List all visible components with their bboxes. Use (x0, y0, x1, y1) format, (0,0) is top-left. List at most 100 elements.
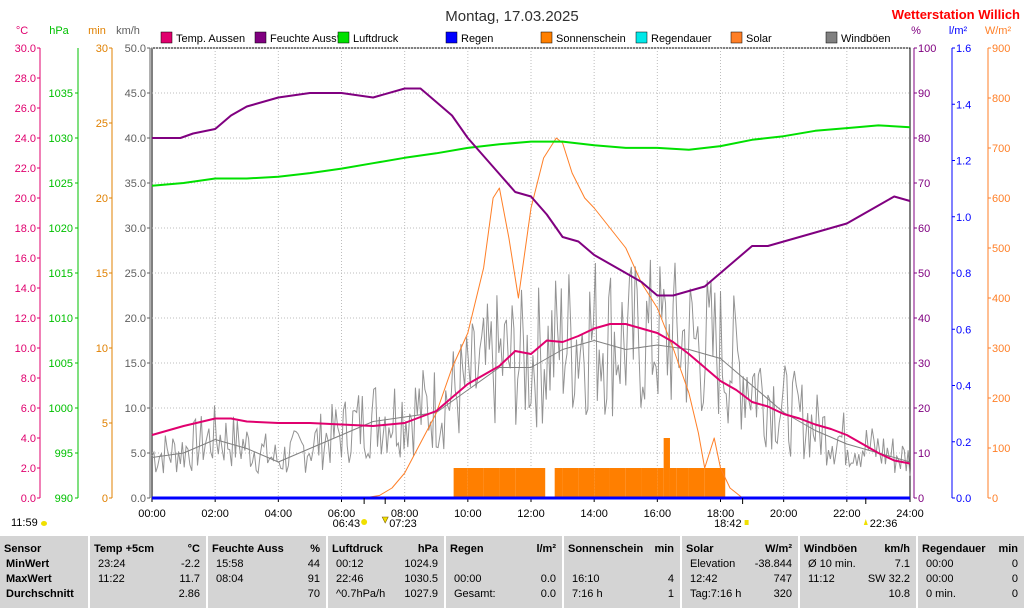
table-cell-value: 1024.9 (404, 558, 438, 570)
speed-tick-label: 30.0 (125, 223, 146, 235)
temp-tick-label: 28.0 (15, 73, 36, 85)
table-cell-value: 0 (1011, 558, 1018, 570)
speed-tick-label: 20.0 (125, 313, 146, 325)
solar-tick-label: 500 (992, 243, 1010, 255)
pressure-tick-label: 995 (55, 448, 73, 460)
sunshine-bar (562, 468, 579, 498)
pressure-tick-label: 1030 (49, 133, 73, 145)
table-unit: °C (187, 543, 200, 555)
temp-tick-label: 14.0 (15, 283, 36, 295)
solar-tick-label: 400 (992, 293, 1010, 305)
table-cell-value: 0.0 (540, 588, 556, 600)
table-col-4: Regen l/m² 00:00 0.0 Gesamt: 0.0 (444, 536, 562, 608)
table-cell-label: 08:04 (216, 573, 244, 585)
minutes-tick-label: 15 (96, 268, 108, 280)
legend-label: Windböen (841, 33, 891, 45)
sunrise-arrow-icon (381, 516, 389, 524)
table-cell-label: Elevation (690, 558, 736, 570)
time-tick-label: 20:00 (770, 508, 798, 520)
pressure-unit: hPa (49, 25, 69, 37)
time-markers: 06:43 07:23 18:42 22:36 (333, 498, 898, 530)
time-tick-label: 22:00 (833, 508, 861, 520)
sunshine-bar (641, 468, 658, 498)
moon-rise-time: 22:36 (870, 518, 898, 530)
rainrate-tick-label: 0.4 (956, 381, 971, 393)
table-cell-label: 7:16 h (572, 588, 603, 600)
legend-label: Luftdruck (353, 33, 399, 45)
time-tick-label: 16:00 (644, 508, 672, 520)
moon-set-time: 11:59 (11, 517, 38, 529)
sunshine-bar (499, 468, 516, 498)
table-header: Sensor (4, 543, 42, 555)
temp-tick-label: 8.0 (21, 373, 36, 385)
table-col-8: Regendauer min 00:00 0 00:00 0 0 min. 0 (916, 536, 1024, 608)
table-cell-label: MaxWert (6, 573, 52, 585)
legend: Temp. Aussen Feuchte Auss* Luftdruck Regen S… (160, 31, 891, 45)
humidity-tick-label: 100 (918, 43, 936, 55)
legend-label: Feuchte Auss* (270, 33, 342, 45)
table-col-7: Windböen km/h Ø 10 min. 7.1 11:12 SW 32.2 10.8 (798, 536, 916, 608)
minutes-tick-label: 0 (102, 493, 108, 505)
table-cell-value: 747 (773, 573, 792, 585)
sunshine-bar (704, 468, 726, 498)
legend-label: Temp. Aussen (176, 33, 245, 45)
legend-label: Solar (746, 33, 772, 45)
temp-line (151, 323, 911, 465)
legend-label: Regen (461, 33, 493, 45)
pressure-tick-label: 1005 (49, 358, 73, 370)
legend-swatch (445, 31, 458, 44)
table-col-6: Solar W/m² Elevation -38.844 12:42 747 Tag:7:1… (680, 536, 798, 608)
table-cell-label: 00:12 (336, 558, 364, 570)
table-cell-value: 1027.9 (404, 588, 438, 600)
pressure-line (151, 124, 911, 187)
table-unit: hPa (417, 543, 438, 555)
temp-tick-label: 2.0 (21, 463, 36, 475)
legend-label: Regendauer (651, 33, 712, 45)
sunshine-bar (453, 468, 468, 498)
sunshine-bar (554, 468, 563, 498)
table-cell-label: 0 min. (926, 588, 956, 600)
table-cell-value: 10.8 (888, 588, 910, 600)
table-cell-value: -2.2 (181, 558, 200, 570)
rainrate-tick-label: 0.0 (956, 493, 971, 505)
pressure-tick-label: 990 (55, 493, 73, 505)
time-tick-label: 24:00 (896, 508, 924, 520)
table-header: Sonnenschein (568, 543, 644, 555)
table-cell-label: 00:00 (454, 573, 482, 585)
humidity-tick-label: 70 (918, 178, 930, 190)
pressure-tick-label: 1000 (49, 403, 73, 415)
legend-swatch (825, 31, 838, 44)
weather-chart: Montag, 17.03.2025 Wetterstation Willich… (15, 7, 1020, 530)
humidity-tick-label: 10 (918, 448, 930, 460)
table-cell-value: 91 (307, 573, 320, 585)
temp-tick-label: 0.0 (21, 493, 36, 505)
humidity-tick-label: 40 (918, 313, 930, 325)
table-cell-label: 22:46 (336, 573, 364, 585)
series-layer (151, 87, 911, 500)
table-col-2: Feuchte Auss% 15:58 44 08:04 91 70 (206, 536, 326, 608)
table-cell-label: 00:00 (926, 573, 954, 585)
sunshine-bar (669, 468, 677, 498)
sunshine-bar (625, 468, 642, 498)
humidity-tick-label: 0 (918, 493, 924, 505)
table-cell-value: 7.1 (894, 558, 910, 570)
table-header: Temp +5cm (94, 543, 155, 555)
speed-tick-label: 45.0 (125, 88, 146, 100)
legend-swatch (730, 31, 743, 44)
pressure-tick-label: 1010 (49, 313, 73, 325)
table-cell-value: 70 (307, 588, 320, 600)
table-cell-label: 11:22 (98, 573, 125, 585)
sunshine-bar (483, 468, 500, 498)
table-cell-label: Durchschnitt (6, 588, 74, 600)
table-unit: min (654, 543, 674, 555)
sunshine-bar (663, 438, 670, 498)
moon-icon (41, 521, 47, 526)
sunrise-time: 07:23 (389, 518, 417, 530)
table-cell-value: 44 (307, 558, 320, 570)
speed-tick-label: 25.0 (125, 268, 146, 280)
humidity-tick-label: 50 (918, 268, 930, 280)
station-name: Wetterstation Willich (892, 7, 1020, 22)
minutes-tick-label: 20 (96, 193, 108, 205)
time-tick-label: 14:00 (580, 508, 608, 520)
table-cell-label: 16:10 (572, 573, 600, 585)
